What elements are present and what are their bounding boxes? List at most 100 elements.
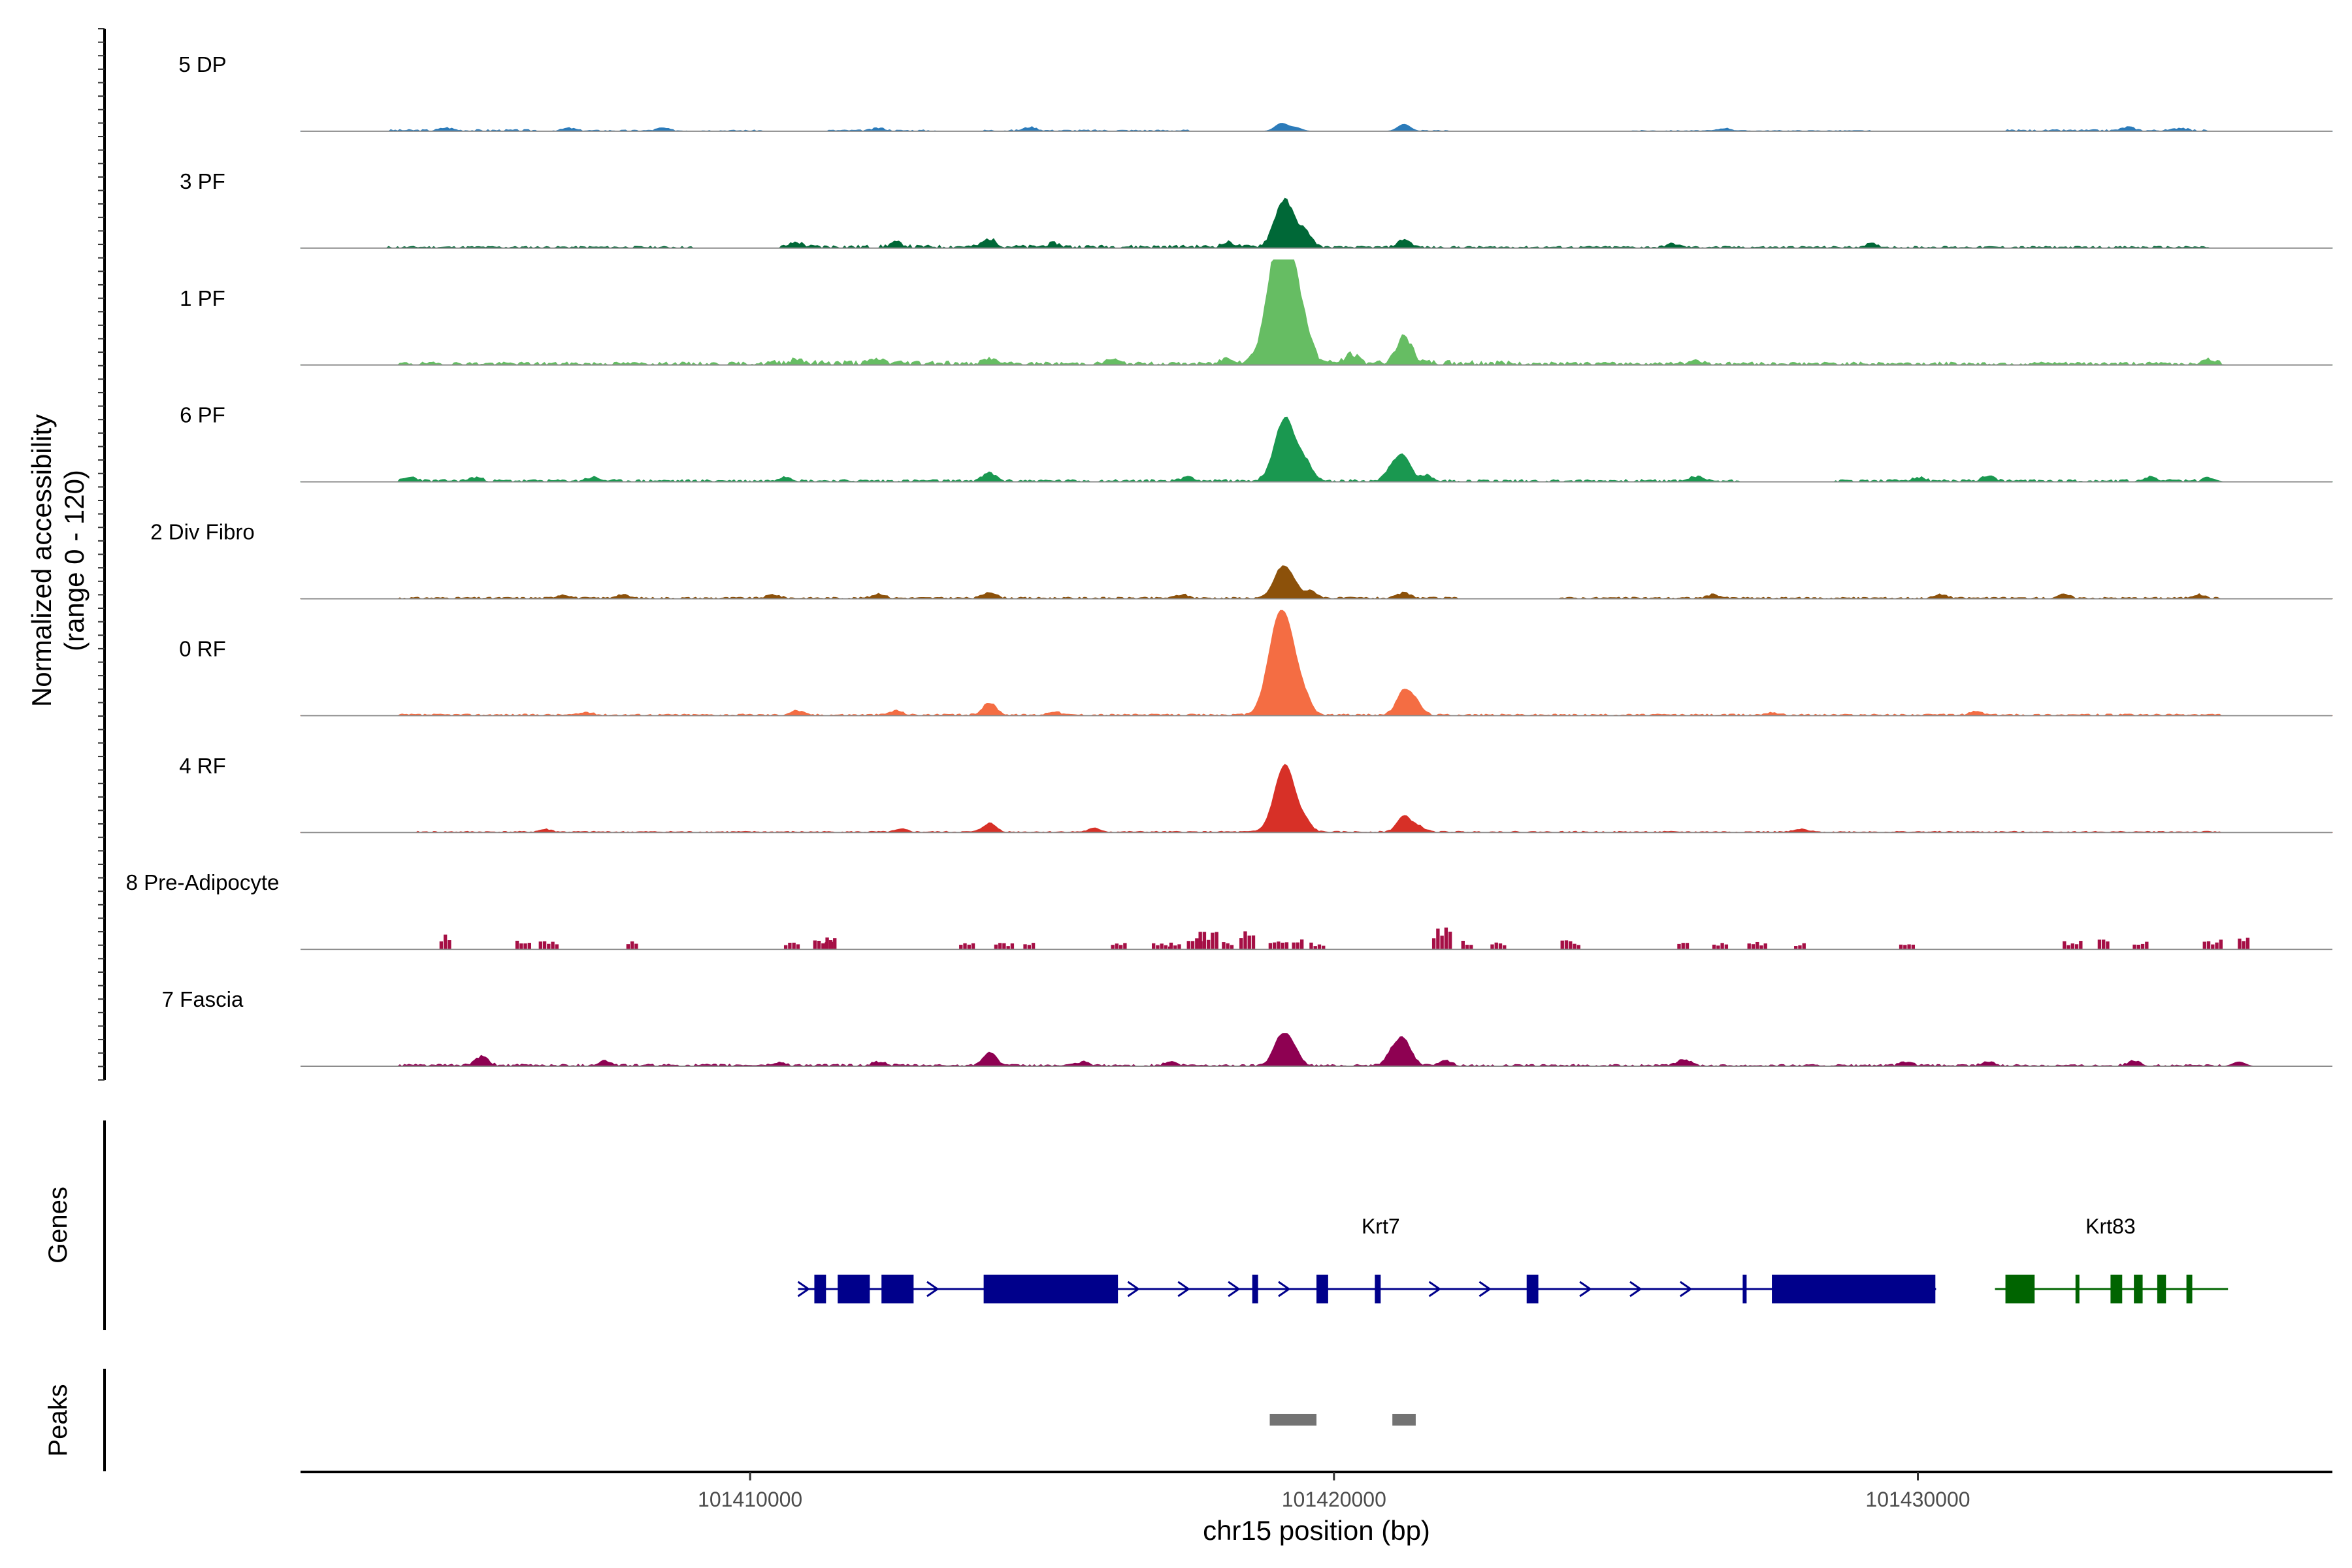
coverage-bar: [1251, 935, 1256, 950]
coverage-bar: [1569, 941, 1573, 950]
coverage-bar: [1268, 943, 1273, 950]
coverage-bar: [1490, 944, 1494, 950]
coverage-bar: [828, 940, 833, 950]
coverage-bar: [519, 943, 523, 950]
coverage-bar: [1461, 940, 1465, 950]
strand-arrow: [1127, 1281, 1141, 1298]
coverage-bar: [998, 943, 1002, 950]
strand-arrow: [1228, 1281, 1241, 1298]
coverage-bar: [1759, 945, 1763, 950]
coverage-area: [300, 565, 2333, 600]
coverage-bar: [538, 941, 542, 950]
coverage-bar: [1202, 932, 1207, 950]
coverage-bar: [2140, 943, 2145, 950]
strand-arrow: [1679, 1281, 1693, 1298]
coverage-bar: [1573, 943, 1576, 950]
coverage-area: [300, 610, 2333, 716]
coverage-bar: [1494, 942, 1498, 950]
coverage-bar: [1006, 946, 1010, 950]
coverage-bar: [1206, 939, 1211, 950]
coverage-bar: [1911, 944, 1916, 950]
coverage-bar: [1448, 932, 1452, 950]
coverage-bar: [2097, 939, 2102, 950]
coverage-bar: [1747, 943, 1751, 950]
coverage-bar: [2242, 941, 2246, 950]
coverage-bar: [1469, 945, 1473, 950]
coverage-bar: [813, 940, 817, 950]
coverage-bar: [1498, 943, 1503, 950]
coverage-bar: [1115, 943, 1119, 950]
coverage-bar: [1685, 943, 1690, 950]
coverage-bar: [443, 934, 448, 950]
coverage-bar: [1277, 941, 1281, 950]
peak-region: [1392, 1414, 1416, 1426]
coverage-bar: [630, 941, 634, 950]
coverage-bar: [1186, 941, 1190, 950]
coverage-bar: [1222, 942, 1226, 950]
coverage-bar: [2136, 945, 2140, 950]
coverage-bar: [1299, 939, 1304, 950]
coverage-bar: [1436, 928, 1440, 950]
gene-label: Krt7: [1362, 1215, 1400, 1238]
track-label: 7 Fascia: [162, 987, 244, 1011]
coverage-bar: [1431, 938, 1436, 950]
coverage-bar: [1243, 931, 1247, 950]
x-tick-label: 101430000: [1865, 1488, 1970, 1511]
track-3-pf: 3 PF: [180, 169, 2333, 249]
coverage-bar: [1164, 945, 1168, 950]
coverage-bar: [1169, 942, 1173, 950]
coverage-bar: [1756, 941, 1759, 950]
coverage-bar: [1211, 932, 1215, 950]
coverage-bar: [1215, 932, 1218, 950]
coverage-bar: [2219, 939, 2223, 950]
track-label: 1 PF: [180, 286, 225, 310]
gene-exon: [881, 1275, 914, 1303]
coverage-bar: [626, 944, 630, 950]
coverage-bar: [555, 944, 559, 950]
peak-region-track: [1269, 1414, 1416, 1426]
coverage-bar: [1503, 945, 1507, 950]
coverage-bar: [959, 945, 963, 950]
coverage-bar: [796, 944, 800, 950]
track-label: 2 Div Fibro: [150, 520, 255, 544]
coverage-bar: [1002, 943, 1006, 950]
coverage-bar: [1119, 945, 1123, 950]
coverage-bar: [1239, 938, 1243, 950]
coverage-bar: [1903, 945, 1907, 950]
coverage-bar: [1151, 943, 1156, 950]
coverage-bar: [547, 943, 551, 950]
coverage-bar: [2215, 942, 2219, 950]
coverage-bar: [1156, 945, 1160, 950]
coverage-bar: [2238, 938, 2242, 950]
peaks-section-title: Peaks: [44, 1384, 73, 1456]
coverage-bar: [439, 941, 444, 950]
coverage-bar: [1313, 946, 1317, 950]
coverage-bar: [1230, 945, 1234, 950]
coverage-bar: [1177, 944, 1181, 950]
track-label: 3 PF: [180, 169, 225, 193]
gene-exon: [2075, 1275, 2080, 1303]
gene-exon: [983, 1275, 1119, 1303]
track-label: 8 Pre-Adipocyte: [126, 870, 280, 894]
track-label: 4 RF: [179, 753, 226, 777]
track-1-pf: 1 PF: [180, 259, 2333, 366]
coverage-bar: [2206, 941, 2211, 950]
coverage-bar: [1190, 941, 1195, 950]
coverage-bar: [1031, 943, 1036, 950]
strand-arrow: [1629, 1281, 1642, 1298]
coverage-bar: [1292, 942, 1296, 950]
coverage-bar: [1763, 943, 1767, 950]
gene-krt83: Krt83: [1995, 1215, 2229, 1303]
coverage-bar: [817, 941, 821, 950]
coverage-bar: [1111, 945, 1115, 950]
coverage-bar: [833, 938, 837, 950]
coverage-bar: [1798, 945, 1802, 950]
gene-exon: [2110, 1275, 2123, 1303]
coverage-bar: [2079, 941, 2083, 950]
coverage-bar: [825, 942, 828, 950]
coverage-bar: [1712, 944, 1716, 950]
coverage-bar: [1465, 945, 1469, 950]
coverage-bar: [1751, 944, 1756, 950]
coverage-bar: [527, 943, 532, 950]
coverage-bar: [821, 943, 825, 950]
